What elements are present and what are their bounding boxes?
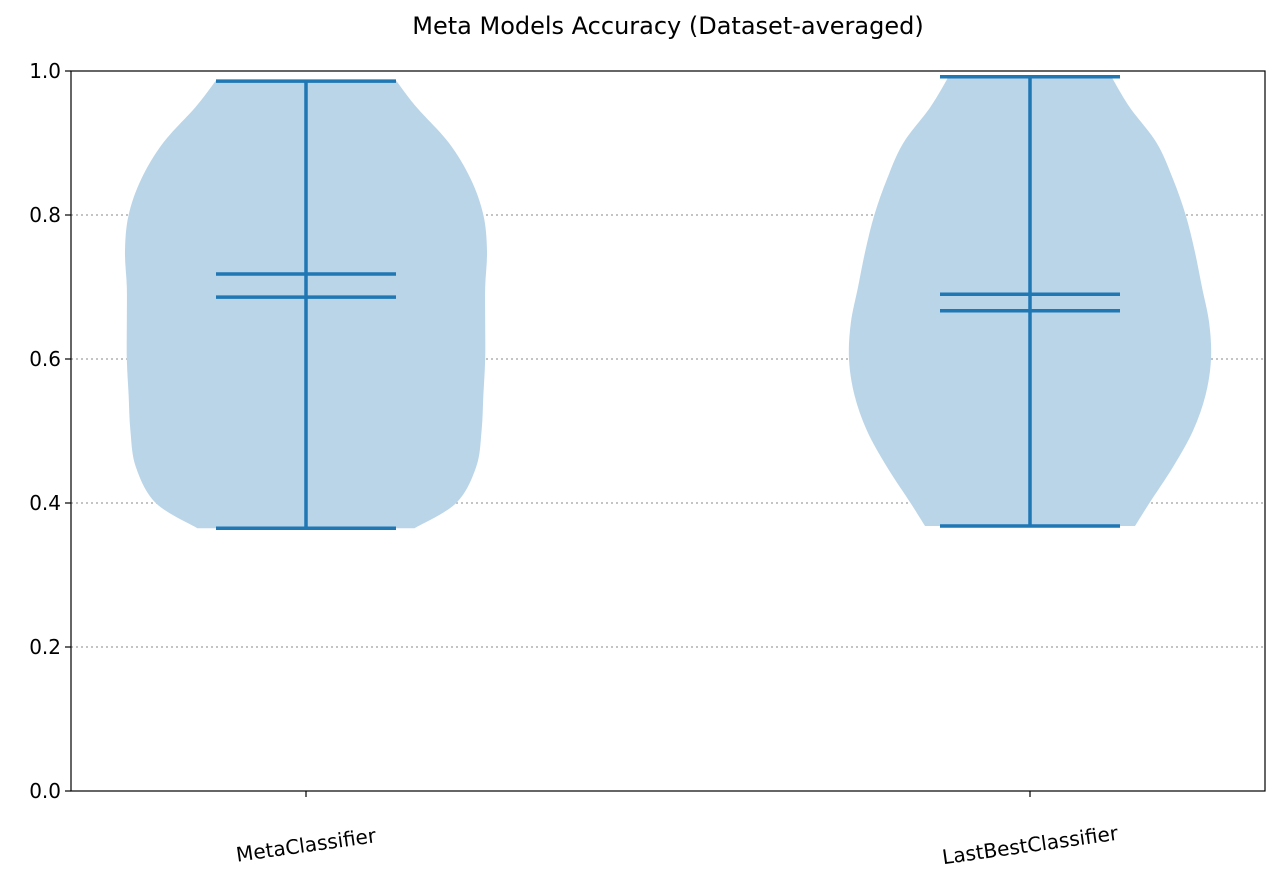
x-category-label: LastBestClassifier	[941, 821, 1121, 870]
y-tick-label: 0.0	[29, 779, 61, 803]
chart-title: Meta Models Accuracy (Dataset-averaged)	[412, 12, 923, 40]
plot-frame	[70, 70, 1266, 792]
violin-bodies	[124, 76, 1212, 529]
y-tick-label: 0.6	[29, 347, 61, 371]
x-category-label: MetaClassifier	[235, 823, 379, 866]
y-tick-label: 0.4	[29, 491, 61, 515]
y-axis: 0.0 0.2 0.4 0.6 0.8 1.0	[29, 59, 71, 803]
violin-stat-lines	[216, 75, 1120, 530]
y-tick-label: 0.8	[29, 203, 61, 227]
y-tick-label: 1.0	[29, 59, 61, 83]
y-tick-label: 0.2	[29, 635, 61, 659]
x-axis: MetaClassifier LastBestClassifier	[235, 791, 1121, 870]
